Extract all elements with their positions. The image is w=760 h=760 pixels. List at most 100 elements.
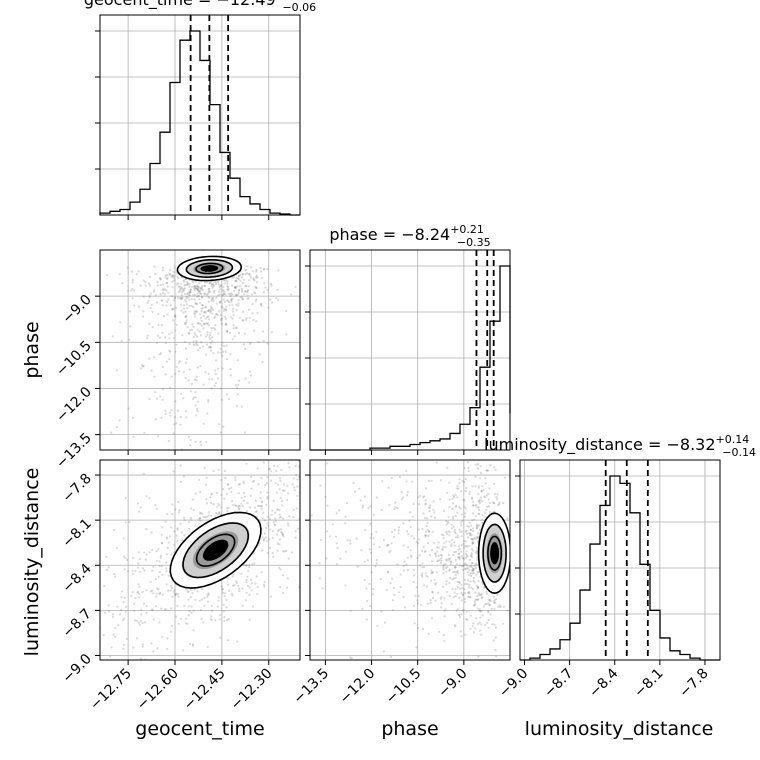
- sample-point: [449, 563, 452, 566]
- sample-point: [179, 297, 182, 300]
- sample-point: [161, 593, 164, 596]
- sample-point: [286, 522, 290, 525]
- sample-point: [203, 322, 206, 325]
- sample-point: [470, 586, 473, 589]
- sample-point: [481, 614, 484, 617]
- sample-point: [474, 515, 477, 518]
- sample-point: [452, 502, 455, 505]
- sample-point: [424, 572, 427, 575]
- sample-point: [406, 491, 409, 494]
- sample-point: [137, 305, 140, 308]
- sample-point: [240, 276, 243, 279]
- sample-point: [378, 546, 381, 549]
- sample-point: [183, 534, 186, 537]
- sample-point: [255, 455, 257, 457]
- sample-point: [146, 336, 149, 340]
- sample-point: [148, 357, 151, 360]
- sample-point: [219, 431, 222, 434]
- sample-point: [144, 558, 147, 561]
- density-fill-3: [200, 265, 219, 272]
- sample-point: [391, 599, 394, 602]
- sample-point: [277, 269, 280, 272]
- sample-point: [475, 523, 478, 526]
- sample-point: [445, 570, 448, 573]
- sample-point: [467, 525, 470, 528]
- sample-point: [302, 457, 304, 459]
- sample-point: [197, 288, 200, 292]
- sample-point: [141, 567, 145, 570]
- sample-point: [355, 537, 358, 540]
- sample-point: [151, 589, 154, 592]
- sample-point: [167, 589, 170, 592]
- sample-point: [271, 536, 274, 539]
- sample-point: [188, 610, 191, 613]
- sample-point: [210, 493, 213, 496]
- sample-point: [168, 535, 172, 538]
- sample-point: [140, 683, 142, 685]
- sample-point: [446, 491, 449, 494]
- sample-point: [475, 550, 478, 553]
- sample-point: [194, 312, 197, 315]
- sample-point: [466, 536, 470, 539]
- sample-point: [227, 289, 230, 292]
- sample-point: [164, 336, 167, 339]
- sample-point: [407, 533, 410, 536]
- sample-point: [111, 335, 114, 338]
- sample-point: [190, 605, 193, 608]
- sample-point: [200, 443, 203, 446]
- sample-point: [173, 266, 176, 269]
- sample-point: [142, 467, 144, 469]
- sample-point: [458, 564, 461, 567]
- sample-point: [326, 524, 328, 526]
- sample-point: [493, 492, 496, 496]
- sample-point: [217, 280, 220, 284]
- sample-point: [357, 437, 359, 439]
- sample-point: [180, 287, 183, 290]
- sample-point: [246, 294, 249, 297]
- sample-point: [197, 322, 200, 325]
- sample-point: [199, 301, 202, 304]
- sample-point: [228, 444, 230, 446]
- sample-point: [454, 505, 457, 508]
- sample-point: [380, 508, 383, 511]
- sample-point: [392, 586, 395, 590]
- sample-point: [137, 562, 140, 565]
- sample-point: [321, 587, 324, 590]
- sample-point: [134, 619, 137, 622]
- sample-point: [302, 513, 304, 515]
- sample-point: [186, 622, 189, 626]
- sample-point: [225, 309, 228, 312]
- sample-point: [281, 592, 285, 595]
- sample-point: [275, 297, 278, 300]
- sample-point: [478, 621, 481, 624]
- ytick-label-phase-2: −10.5: [53, 338, 95, 380]
- sample-point: [189, 288, 192, 291]
- sample-point: [91, 597, 93, 599]
- sample-point: [211, 286, 214, 289]
- sample-point: [460, 530, 463, 533]
- sample-point: [455, 536, 458, 539]
- sample-point: [326, 457, 328, 459]
- sample-point: [230, 490, 233, 493]
- sample-point: [202, 516, 205, 519]
- sample-point: [335, 542, 338, 545]
- sample-point: [164, 373, 167, 376]
- sample-point: [421, 562, 424, 565]
- labels-layer: geocent_time phase luminosity_distance p…: [21, 321, 713, 740]
- sample-point: [205, 476, 208, 479]
- sample-point: [161, 365, 164, 368]
- sample-point: [445, 580, 448, 583]
- sample-point: [160, 533, 163, 536]
- sample-point: [461, 568, 464, 572]
- sample-point: [255, 281, 258, 284]
- sample-point: [190, 304, 193, 307]
- sample-point: [456, 485, 459, 488]
- sample-point: [159, 278, 162, 281]
- sample-point: [447, 557, 450, 560]
- sample-point: [244, 273, 247, 276]
- sample-point: [463, 539, 466, 543]
- sample-point: [226, 282, 229, 285]
- sample-point: [200, 324, 203, 327]
- sample-point: [424, 503, 427, 506]
- sample-point: [98, 297, 100, 299]
